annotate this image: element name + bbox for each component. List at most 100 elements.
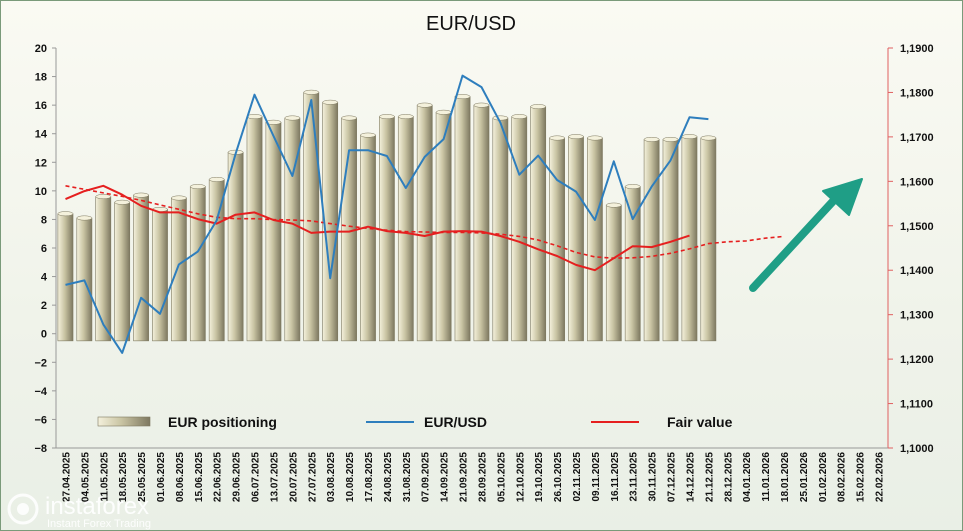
positioning-bar [397,116,414,342]
legend-label: Fair value [667,414,733,430]
x-axis-tick-label: 04.05.2025 [80,452,91,502]
positioning-bar-cap [643,136,660,142]
positioning-bar-cap [379,114,395,120]
legend-label: EUR/USD [424,414,487,430]
positioning-bar-cap [265,119,282,125]
positioning-bar [133,194,149,342]
positioning-bar [568,136,584,342]
x-axis-tick-label: 02.11.2025 [572,452,583,502]
positioning-bar-cap [624,184,641,190]
positioning-bar [700,137,717,342]
x-axis-tick-label: 26.10.2025 [553,452,564,502]
x-axis-tick-label: 21.12.2025 [704,452,715,502]
x-axis-tick-label: 10.08.2025 [345,452,356,502]
x-axis-tick-label: 06.07.2025 [251,452,262,502]
positioning-bar [454,96,471,342]
series-lines [65,74,785,354]
x-axis-tick-label: 09.11.2025 [591,452,602,502]
positioning-bar [95,196,112,342]
x-axis-tick-label: 14.09.2025 [440,452,451,502]
right-axis-tick-label: 1,1800 [900,87,934,99]
left-axis-tick-label: −2 [34,357,47,369]
x-axis-tick-label: 15.06.2025 [194,452,205,502]
positioning-bar-cap [700,135,717,141]
positioning-bar-cap [303,89,320,95]
x-axis-tick-label: 12.10.2025 [515,452,526,502]
positioning-bar-cap [530,104,546,110]
right-axis: 1,1000 1,1100 1,1200 1,1300 1,1400 1,1500 1,16… [887,43,934,455]
x-axis-tick-label: 01.06.2025 [156,452,167,502]
right-axis-tick-label: 1,1100 [900,399,933,411]
positioning-bar-cap [341,115,357,121]
x-axis-tick-label: 23.11.2025 [629,452,640,502]
left-axis-tick-label: 2 [41,300,47,312]
positioning-bar [530,106,547,342]
positioning-bar-cap [284,115,301,121]
positioning-bar-cap [511,114,528,120]
positioning-bar [114,201,131,342]
x-axis-tick-label: 27.04.2025 [61,452,72,502]
watermark-logo-icon-core [17,503,29,515]
left-axis-tick-label: 0 [41,329,47,341]
left-axis: −8 −6 −4 −2 0 2 4 6 8 10 12 14 16 18 20 [34,43,57,455]
right-axis-tick-label: 1,1700 [900,132,934,144]
positioning-bar [587,137,603,342]
right-axis-tick-label: 1,1600 [900,176,934,188]
positioning-bar-cap [587,135,603,141]
x-axis-tick-label: 01.02.2026 [818,452,829,502]
right-axis-tick-label: 1,1300 [900,310,934,322]
x-axis-tick-label: 18.01.2026 [780,452,791,502]
positioning-bar-cap [416,102,433,108]
left-axis-tick-label: 16 [35,100,47,112]
x-axis-tick-label: 16.11.2025 [610,452,621,502]
left-axis-tick-label: 10 [35,186,47,198]
positioning-bar-cap [57,211,74,217]
positioning-bar [605,204,622,342]
positioning-bar [492,117,509,342]
x-axis-tick-label: 11.01.2026 [761,452,772,502]
chart-title: EUR/USD [426,13,516,35]
positioning-bar [189,186,206,342]
positioning-bar [57,213,74,342]
x-axis-tick-label: 08.06.2025 [175,452,186,502]
positioning-bar [265,121,282,342]
x-axis-tick-label: 28.09.2025 [477,452,488,502]
fair-value-line [65,184,690,272]
positioning-bar [681,136,698,342]
positioning-bar [246,116,263,342]
positioning-bar-cap [492,115,509,121]
positioning-bar-cap [76,215,93,221]
positioning-bar [227,151,244,342]
left-axis-tick-label: 8 [41,214,47,226]
right-axis-tick-label: 1,1500 [900,221,934,233]
x-axis-tick-label: 14.12.2025 [685,452,696,502]
legend-swatch-bar [97,416,151,427]
x-axis-tick-label: 07.12.2025 [667,452,678,502]
watermark-brand: instaforex [45,493,149,520]
positioning-bar-cap [190,184,206,190]
x-axis-tick-label: 31.08.2025 [402,452,413,502]
positioning-bar-cap [662,136,679,142]
left-axis-tick-label: 12 [35,157,47,169]
left-axis-tick-label: 18 [35,72,47,84]
right-axis-tick-label: 1,1200 [900,354,934,366]
trend-arrow-shaft [749,194,840,292]
fair-value-trend-line [65,185,785,260]
left-axis-tick-label: 4 [41,272,48,284]
positioning-bar-cap [549,135,565,141]
positioning-bar-cap [435,109,452,115]
positioning-bar [549,137,565,342]
x-axis-tick-label: 21.09.2025 [459,452,470,502]
positioning-bar [511,116,528,342]
positioning-bar-cap [568,134,584,140]
positioning-bar [473,104,490,342]
positioning-bar [416,104,433,342]
x-axis: 27.04.2025 04.05.2025 11.05.2025 18.05.2025… [56,447,888,502]
x-axis-tick-label: 18.05.2025 [118,452,129,502]
positioning-bar [303,91,320,342]
positioning-bar-cap [454,94,471,100]
x-axis-tick-label: 20.07.2025 [288,452,299,502]
positioning-bar-cap [95,194,112,200]
